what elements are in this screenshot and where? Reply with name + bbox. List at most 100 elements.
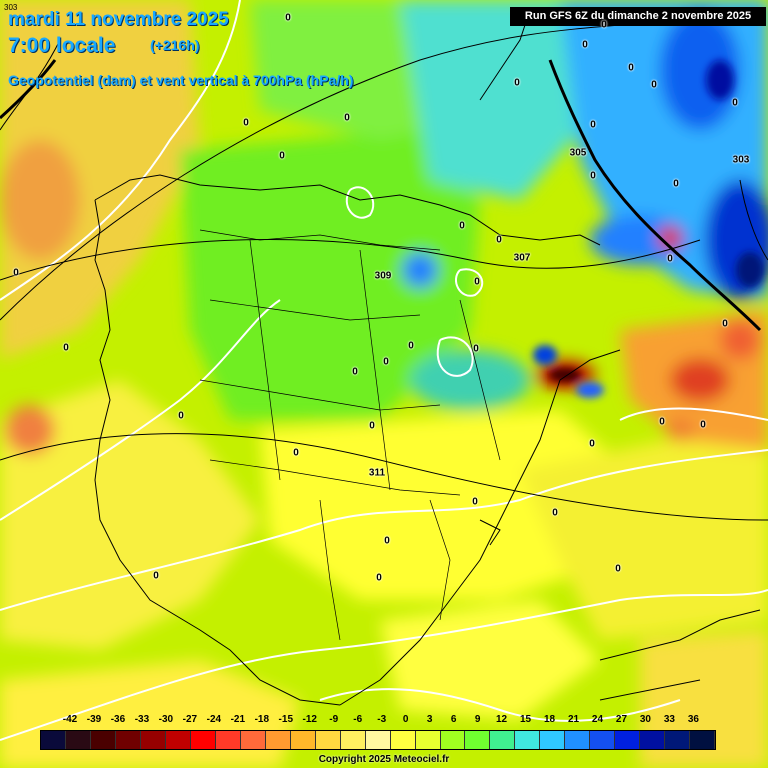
- geopotential-label: 309: [374, 270, 392, 282]
- legend-tick-label: 18: [543, 714, 556, 725]
- zero-label: 0: [408, 340, 414, 352]
- zero-label: 0: [383, 356, 389, 368]
- legend-tick-label: -24: [206, 714, 222, 725]
- legend-tick-label: -6: [353, 714, 363, 725]
- legend-tick-label: -30: [158, 714, 174, 725]
- legend-swatch: [41, 731, 66, 749]
- lead-time: (+216h): [150, 37, 200, 53]
- legend-tick-label: -42: [62, 714, 78, 725]
- legend-tick-label: 15: [519, 714, 532, 725]
- zero-label: 0: [376, 572, 382, 584]
- legend-swatch: [415, 731, 441, 749]
- zero-label: 0: [459, 220, 465, 232]
- legend-swatch: [540, 731, 566, 749]
- zero-label: 0: [178, 410, 184, 422]
- legend-tick-label: -3: [377, 714, 387, 725]
- legend-bar: [40, 730, 716, 750]
- legend-tick-label: -33: [134, 714, 150, 725]
- trough-line-west: [0, 59, 57, 120]
- legend-tick-label: -15: [278, 714, 294, 725]
- legend-tick-label: 30: [639, 714, 651, 725]
- legend-swatch: [465, 731, 491, 749]
- legend-tick-label: 36: [687, 714, 699, 725]
- geopotential-label: 307: [513, 252, 531, 264]
- zero-label: 0: [700, 419, 706, 431]
- legend-swatch: [190, 731, 216, 749]
- legend-swatch: [165, 731, 191, 749]
- zero-label: 0: [514, 77, 520, 89]
- zero-label: 0: [590, 170, 596, 182]
- color-legend: -42 -39 -36 -33 -30 -27 -24 -21 -18 -15 -12 -9 -6 -3 0…: [40, 714, 716, 754]
- legend-tick-label: -27: [182, 714, 198, 725]
- zero-contours: [0, 0, 768, 741]
- legend-swatch: [515, 731, 541, 749]
- zero-label: 0: [352, 366, 358, 378]
- copyright: Copyright 2025 Meteociel.fr: [318, 754, 450, 765]
- legend-swatch: [315, 731, 341, 749]
- zero-label: 0: [673, 178, 679, 190]
- zero-label: 0: [369, 420, 375, 432]
- legend-tick-label: -9: [329, 714, 339, 725]
- legend-swatch: [615, 731, 641, 749]
- zero-label: 0: [384, 535, 390, 547]
- zero-label: 0: [293, 447, 299, 459]
- geopotential-contours: [0, 24, 768, 521]
- legend-swatch: [690, 731, 716, 749]
- geopotential-label: 303: [732, 154, 750, 166]
- legend-tick-label: 21: [567, 714, 580, 725]
- zero-label: 0: [601, 19, 607, 31]
- legend-swatch: [265, 731, 291, 749]
- zero-label: 0: [344, 112, 350, 124]
- forecast-time: 7:00 locale: [8, 34, 116, 57]
- zero-label: 0: [279, 150, 285, 162]
- zero-label: 0: [63, 342, 69, 354]
- legend-tick-label: -21: [230, 714, 246, 725]
- zero-label: 0: [722, 318, 728, 330]
- legend-swatch: [115, 731, 141, 749]
- trough-line-east: [548, 59, 762, 332]
- legend-tick-label: 9: [474, 714, 481, 725]
- legend-tick-label: -12: [302, 714, 317, 725]
- legend-ticks: -42 -39 -36 -33 -30 -27 -24 -21 -18 -15 -12 -9 -6 -3 0…: [40, 714, 716, 728]
- zero-label: 0: [473, 343, 479, 355]
- zero-label: 0: [474, 276, 480, 288]
- zero-label: 0: [590, 119, 596, 131]
- legend-tick-label: -18: [254, 714, 270, 725]
- legend-tick-label: 33: [663, 714, 675, 725]
- zero-label: 0: [615, 563, 621, 575]
- run-info-box: Run GFS 6Z du dimanche 2 novembre 2025: [510, 7, 766, 26]
- legend-swatch: [565, 731, 591, 749]
- legend-swatch: [140, 731, 166, 749]
- zero-label: 0: [552, 507, 558, 519]
- zero-label: 0: [472, 496, 478, 508]
- legend-swatch: [365, 731, 391, 749]
- geopotential-label: 311: [368, 467, 386, 479]
- legend-swatch: [65, 731, 91, 749]
- zero-label: 0: [243, 117, 249, 129]
- parameter-title: Geopotentiel (dam) et vent vertical à 70…: [8, 72, 354, 88]
- corner-label: 303: [4, 3, 18, 12]
- zero-label: 0: [732, 97, 738, 109]
- legend-swatch: [665, 731, 691, 749]
- zero-label: 0: [659, 416, 665, 428]
- legend-swatch: [390, 731, 416, 749]
- legend-swatch: [90, 731, 116, 749]
- zero-label: 0: [589, 438, 595, 450]
- geopotential-label: 305: [569, 147, 587, 159]
- zero-label: 0: [285, 12, 291, 24]
- legend-swatch: [640, 731, 666, 749]
- legend-tick-label: 3: [426, 714, 433, 725]
- legend-swatch: [590, 731, 616, 749]
- zero-label: 0: [13, 267, 19, 279]
- forecast-date: mardi 11 novembre 2025: [8, 9, 229, 30]
- legend-tick-label: 27: [615, 714, 628, 725]
- legend-swatch: [290, 731, 316, 749]
- legend-swatch: [440, 731, 466, 749]
- legend-tick-label: -36: [110, 714, 126, 725]
- legend-swatch: [215, 731, 241, 749]
- legend-swatch: [240, 731, 266, 749]
- zero-label: 0: [153, 570, 159, 582]
- legend-tick-label: 6: [450, 714, 457, 725]
